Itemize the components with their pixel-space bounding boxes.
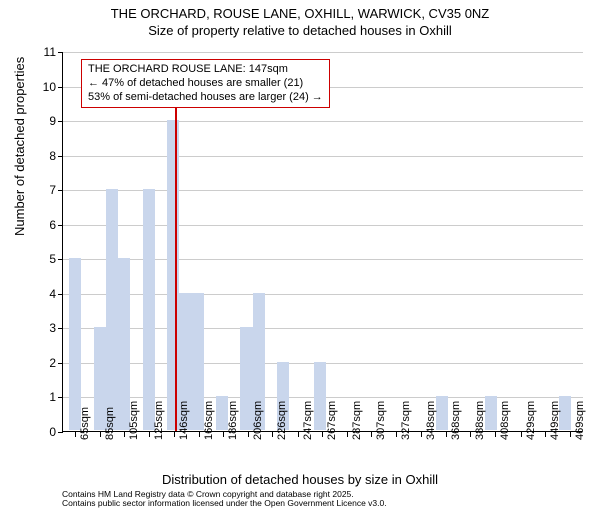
callout-line1: THE ORCHARD ROUSE LANE: 147sqm: [88, 63, 323, 77]
ytick-label: 2: [36, 356, 56, 370]
ytick-mark: [58, 225, 63, 226]
xtick-mark: [545, 432, 546, 437]
ytick-label: 11: [36, 45, 56, 59]
plot-area: 65sqm85sqm105sqm125sqm146sqm166sqm186sqm…: [62, 52, 582, 432]
xtick-mark: [347, 432, 348, 437]
callout-box: THE ORCHARD ROUSE LANE: 147sqm← 47% of d…: [81, 59, 330, 108]
histogram-bar: [143, 189, 155, 430]
ytick-label: 5: [36, 252, 56, 266]
xtick-label: 327sqm: [400, 401, 412, 440]
xtick-label: 429sqm: [525, 401, 537, 440]
xtick-label: 166sqm: [203, 401, 215, 440]
xtick-label: 105sqm: [128, 401, 140, 440]
y-axis-label: Number of detached properties: [12, 57, 27, 236]
footer-line2: Contains public sector information licen…: [62, 499, 387, 508]
histogram-bar: [485, 396, 497, 430]
ytick-mark: [58, 397, 63, 398]
ytick-mark: [58, 432, 63, 433]
ytick-label: 9: [36, 114, 56, 128]
title-line2: Size of property relative to detached ho…: [0, 23, 600, 38]
xtick-label: 247sqm: [302, 401, 314, 440]
ytick-mark: [58, 259, 63, 260]
ytick-label: 10: [36, 80, 56, 94]
gridline: [63, 121, 583, 122]
xtick-mark: [396, 432, 397, 437]
ytick-mark: [58, 156, 63, 157]
histogram-bar: [240, 327, 252, 430]
xtick-mark: [124, 432, 125, 437]
callout-line3: 53% of semi-detached houses are larger (…: [88, 91, 323, 105]
callout-line2: ← 47% of detached houses are smaller (21…: [88, 77, 323, 91]
xtick-mark: [199, 432, 200, 437]
xtick-label: 85sqm: [104, 407, 116, 440]
xtick-mark: [421, 432, 422, 437]
xtick-mark: [570, 432, 571, 437]
ytick-mark: [58, 52, 63, 53]
ytick-label: 1: [36, 390, 56, 404]
ytick-label: 3: [36, 321, 56, 335]
xtick-label: 368sqm: [450, 401, 462, 440]
xtick-mark: [470, 432, 471, 437]
reference-line: [175, 86, 177, 431]
gridline: [63, 156, 583, 157]
ytick-label: 6: [36, 218, 56, 232]
ytick-mark: [58, 190, 63, 191]
histogram-bar: [191, 293, 203, 430]
gridline: [63, 259, 583, 260]
xtick-mark: [495, 432, 496, 437]
histogram-bar: [106, 189, 118, 430]
xtick-mark: [248, 432, 249, 437]
ytick-mark: [58, 328, 63, 329]
footer-attribution: Contains HM Land Registry data © Crown c…: [62, 490, 387, 509]
xtick-mark: [149, 432, 150, 437]
ytick-label: 4: [36, 287, 56, 301]
gridline: [63, 294, 583, 295]
ytick-label: 8: [36, 149, 56, 163]
xtick-label: 186sqm: [227, 401, 239, 440]
xtick-label: 146sqm: [178, 401, 190, 440]
xtick-mark: [446, 432, 447, 437]
xtick-mark: [272, 432, 273, 437]
xtick-mark: [223, 432, 224, 437]
histogram-chart: 65sqm85sqm105sqm125sqm146sqm166sqm186sqm…: [62, 52, 582, 432]
xtick-label: 307sqm: [375, 401, 387, 440]
xtick-mark: [322, 432, 323, 437]
histogram-bar: [167, 120, 179, 430]
xtick-label: 125sqm: [153, 401, 165, 440]
ytick-label: 0: [36, 425, 56, 439]
xtick-label: 469sqm: [574, 401, 586, 440]
ytick-label: 7: [36, 183, 56, 197]
xtick-mark: [75, 432, 76, 437]
xtick-mark: [371, 432, 372, 437]
ytick-mark: [58, 363, 63, 364]
gridline: [63, 225, 583, 226]
xtick-label: 206sqm: [252, 401, 264, 440]
histogram-bar: [69, 258, 81, 430]
ytick-mark: [58, 87, 63, 88]
gridline: [63, 190, 583, 191]
xtick-label: 287sqm: [351, 401, 363, 440]
ytick-mark: [58, 294, 63, 295]
gridline: [63, 328, 583, 329]
xtick-label: 449sqm: [549, 401, 561, 440]
xtick-label: 388sqm: [474, 401, 486, 440]
title-line1: THE ORCHARD, ROUSE LANE, OXHILL, WARWICK…: [0, 6, 600, 21]
gridline: [63, 52, 583, 53]
xtick-label: 267sqm: [326, 401, 338, 440]
xtick-mark: [100, 432, 101, 437]
xtick-mark: [521, 432, 522, 437]
xtick-label: 226sqm: [276, 401, 288, 440]
xtick-label: 65sqm: [79, 407, 91, 440]
ytick-mark: [58, 121, 63, 122]
xtick-label: 408sqm: [499, 401, 511, 440]
xtick-mark: [174, 432, 175, 437]
xtick-label: 348sqm: [425, 401, 437, 440]
histogram-bar: [314, 362, 326, 430]
x-axis-label: Distribution of detached houses by size …: [0, 472, 600, 487]
xtick-mark: [298, 432, 299, 437]
histogram-bar: [436, 396, 448, 430]
